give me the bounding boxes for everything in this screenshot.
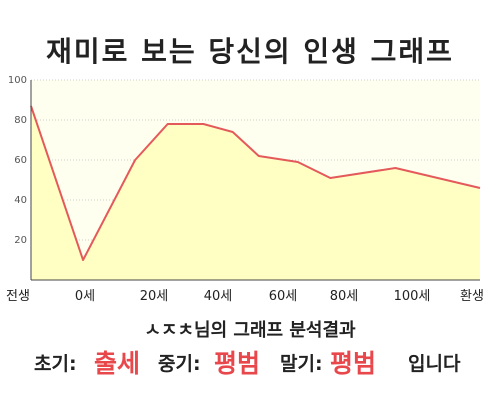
middle-value: 평범 [214,349,261,378]
y-tick-label: 100 [8,75,27,86]
early-label: 초기: [34,353,77,375]
x-tick-label: 60세 [269,289,298,304]
y-tick-label: 80 [14,115,27,126]
middle-label: 중기: [158,353,201,375]
page-title: 재미로 보는 당신의 인생 그래프 [46,35,454,68]
y-tick-label: 60 [14,155,27,166]
early-value: 출세 [94,349,141,378]
x-tick-label: 0세 [75,289,95,304]
x-tick-label: 100세 [394,289,431,304]
life-graph-chart: 20 40 60 80 100 전생 0세 20세 40세 60세 80세 100세 환생 [6,75,484,304]
x-tick-label: 전생 [6,289,30,304]
x-tick-label: 환생 [460,289,484,304]
late-value: 평범 [330,349,377,378]
plot-area [30,79,481,281]
analysis-result-line: ㅅㅈㅊ님의 그래프 분석결과 [144,320,356,341]
late-label: 말기: [280,353,323,375]
y-axis-ticks: 20 40 60 80 100 [8,75,27,246]
x-tick-label: 80세 [330,289,359,304]
area-fill [31,106,480,280]
x-tick-label: 20세 [140,289,169,304]
verdict-suffix: 입니다 [408,353,461,375]
verdict-row: 초기: 출세 중기: 평범 말기: 평범 입니다 [20,344,490,384]
y-tick-label: 40 [14,195,27,206]
x-tick-label: 40세 [204,289,233,304]
y-tick-label: 20 [14,235,27,246]
x-axis-ticks: 전생 0세 20세 40세 60세 80세 100세 환생 [6,289,484,304]
